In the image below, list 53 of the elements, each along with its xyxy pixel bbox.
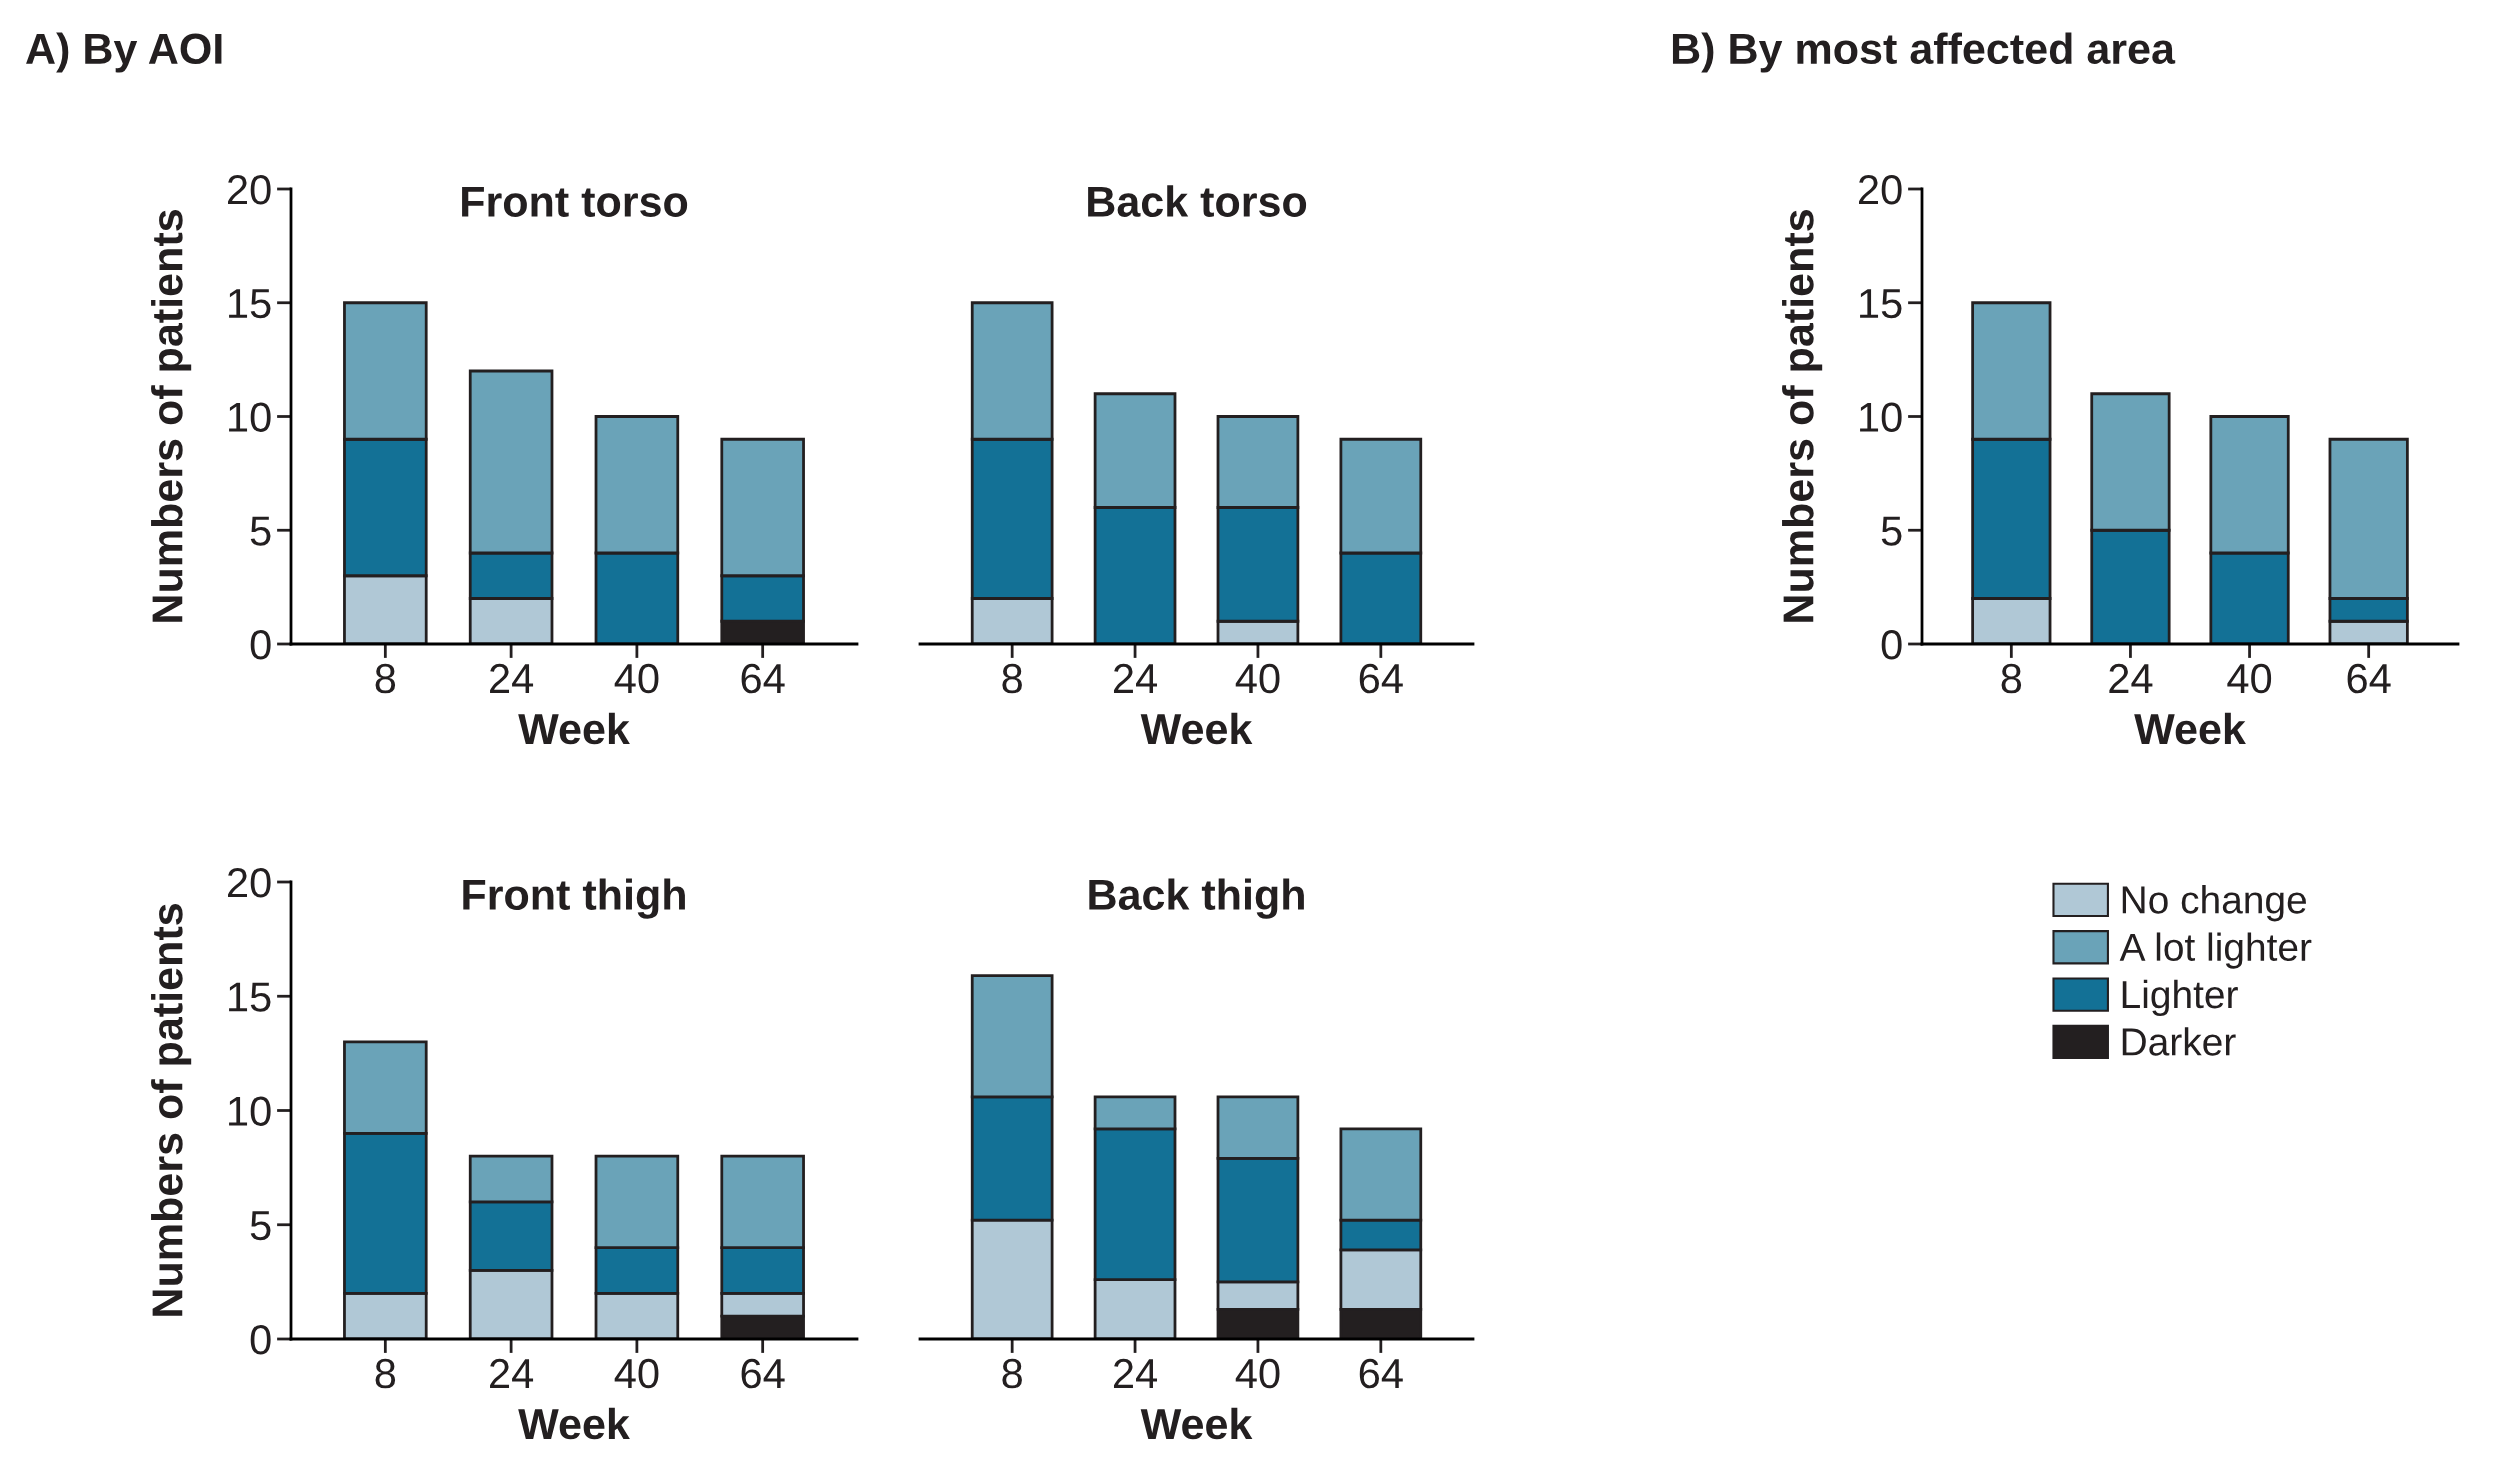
x-axis-title: Week	[1140, 712, 1253, 745]
y-tick-label: 15	[229, 982, 271, 1012]
x-tick-label: 8	[375, 663, 396, 694]
y-axis-title: Numbers of patients	[1782, 210, 1823, 622]
chart-title: Front thigh	[463, 878, 685, 919]
x-tick-label: 40	[1235, 663, 1280, 694]
y-tick-label: 0	[250, 630, 271, 660]
x-tick-label: 24	[1113, 1358, 1158, 1388]
x-tick-label: 64	[741, 1358, 785, 1389]
text: B) By most affected area	[1672, 32, 2176, 73]
x-tick-label: 8	[1002, 663, 1022, 694]
x-tick-label: 24	[490, 663, 534, 693]
x-tick-label: 40	[614, 1358, 659, 1389]
x-tick-label: 8	[2001, 663, 2022, 694]
y-axis-title: Numbers of patients	[151, 210, 192, 622]
y-tick-label: 0	[250, 1325, 271, 1355]
y-tick-label: 5	[250, 516, 271, 546]
y-tick-label: 10	[229, 1096, 271, 1127]
x-tick-label: 64	[741, 663, 785, 694]
x-tick-label: 24	[490, 1358, 534, 1388]
y-tick-label: 20	[1859, 175, 1902, 205]
y-tick-label: 0	[1881, 630, 1902, 660]
y-axis-title: Numbers of patients	[151, 904, 192, 1316]
chart-title: Back torso	[1088, 185, 1307, 217]
legend-label: A lot lighter	[2119, 932, 2312, 969]
chart-title: Front torso	[462, 186, 688, 217]
y-tick-label: 5	[250, 1211, 271, 1241]
chart-title: Back thigh	[1089, 878, 1304, 919]
legend-label: No change	[2122, 885, 2306, 922]
x-axis-title: Week	[518, 712, 630, 745]
x-tick-label: 40	[614, 663, 659, 694]
y-tick-label: 15	[1860, 289, 1902, 319]
y-tick-label: 10	[229, 402, 271, 433]
text: A) By AOI	[26, 32, 222, 73]
x-tick-label: 8	[1002, 1358, 1022, 1389]
x-tick-label: 24	[2109, 663, 2153, 693]
y-tick-label: 10	[1860, 402, 1902, 433]
x-tick-label: 64	[2347, 663, 2391, 694]
y-tick-label: 20	[228, 868, 271, 898]
y-tick-label: 15	[229, 289, 271, 319]
y-tick-label: 5	[1881, 516, 1902, 546]
x-tick-label: 8	[375, 1358, 396, 1389]
x-tick-label: 64	[1359, 1358, 1403, 1389]
x-tick-label: 24	[1113, 663, 1158, 693]
legend-label: Lighter	[2122, 979, 2238, 1017]
legend-label: Darker	[2122, 1027, 2236, 1056]
x-axis-title: Week	[518, 1407, 630, 1440]
x-axis-title: Week	[1140, 1407, 1253, 1440]
x-tick-label: 40	[1235, 1358, 1280, 1389]
y-tick-label: 20	[228, 175, 271, 205]
x-tick-label: 64	[1359, 663, 1403, 694]
x-axis-title: Week	[2134, 712, 2246, 745]
x-tick-label: 40	[2227, 663, 2272, 694]
